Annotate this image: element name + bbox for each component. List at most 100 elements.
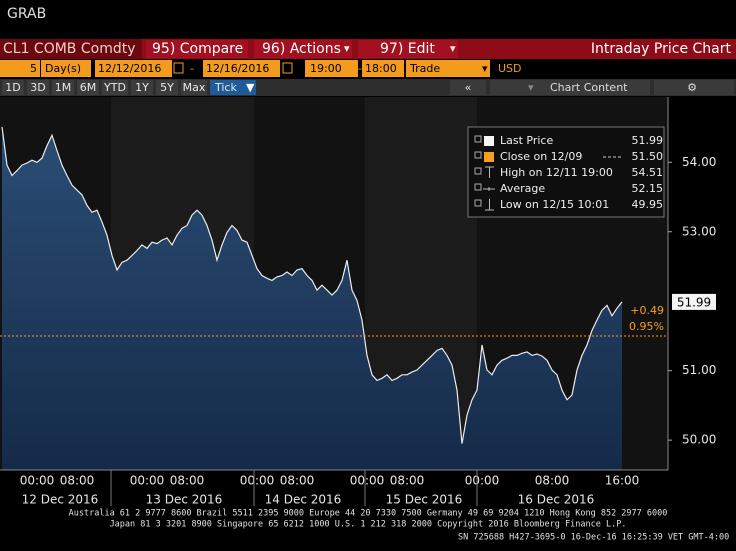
range-label: 5Y xyxy=(160,81,174,94)
range-button[interactable] xyxy=(27,80,49,95)
legend-swatch xyxy=(484,152,494,162)
last-price-label: 51.99 xyxy=(677,295,711,309)
legend-value: 54.51 xyxy=(632,166,664,179)
range-label: YTD xyxy=(103,81,126,94)
range-buttons: 1D 3D 1M 6M YTD 1Y 5Y Max Tick ▼ xyxy=(2,80,256,95)
security-box[interactable] xyxy=(0,39,142,59)
x-tick-label: 00:00 xyxy=(465,474,500,488)
y-tick-label: 54.00 xyxy=(682,155,716,169)
range-label: 1D xyxy=(5,81,20,94)
window-title: GRAB xyxy=(7,6,46,22)
input-text: Day(s) xyxy=(45,62,81,75)
legend-swatch xyxy=(484,136,494,146)
range-button[interactable] xyxy=(2,80,24,95)
y-tick-label: 53.00 xyxy=(682,224,716,238)
calendar-icon[interactable] xyxy=(173,62,184,74)
date-label: 15 Dec 2016 xyxy=(386,493,463,507)
input-text: Trade xyxy=(409,62,440,75)
legend-label: Average xyxy=(500,182,545,195)
dropdown-arrow: ▾ xyxy=(450,42,456,55)
x-tick-label: 16:00 xyxy=(605,474,640,488)
legend-value: 51.99 xyxy=(632,134,664,147)
x-tick-label: 00:00 xyxy=(130,474,165,488)
dropdown-arrow: ▾ xyxy=(482,62,488,75)
input-text: 12/16/2016 xyxy=(206,62,269,75)
legend-box xyxy=(467,126,665,218)
input-text: 12/12/2016 xyxy=(98,62,161,75)
x-axis-area xyxy=(0,470,736,506)
legend-value: 49.95 xyxy=(632,198,664,211)
separator: - xyxy=(358,62,362,75)
separator: - xyxy=(190,62,194,75)
button[interactable] xyxy=(490,80,650,95)
footer-line: Australia 61 2 9777 8600 Brazil 5511 239… xyxy=(69,509,668,519)
range-label: 1Y xyxy=(135,81,149,94)
range-label: 3D xyxy=(30,81,45,94)
legend-toggle[interactable] xyxy=(474,135,482,143)
button[interactable] xyxy=(654,80,734,95)
dropdown-arrow: ▾ xyxy=(344,42,350,55)
x-tick-label: 08:00 xyxy=(390,474,425,488)
x-tick-label: 08:00 xyxy=(535,474,570,488)
panel-title: Intraday Price Chart xyxy=(591,41,732,57)
legend-glyph xyxy=(485,166,494,178)
button[interactable] xyxy=(146,40,248,58)
x-tick-label: 00:00 xyxy=(240,474,275,488)
change-label: +0.49 xyxy=(630,304,664,317)
range-button[interactable] xyxy=(52,80,74,95)
legend-label: Low on 12/15 10:01 xyxy=(500,198,609,211)
date-label: 14 Dec 2016 xyxy=(265,493,342,507)
button[interactable] xyxy=(254,40,352,58)
button-label: 96) Actions xyxy=(262,41,341,57)
change-pct-label: 0.95% xyxy=(629,320,664,333)
legend: Last Price 51.99 51.50 Close on 12/09 Hig… xyxy=(467,126,665,218)
dropdown-arrow: ▼ xyxy=(246,81,255,94)
legend-toggle[interactable] xyxy=(474,151,482,159)
input[interactable] xyxy=(203,60,280,77)
input-text: 5 xyxy=(30,62,37,75)
y-axis-area xyxy=(668,97,736,470)
legend-value: 51.50 xyxy=(632,150,664,163)
button[interactable] xyxy=(450,80,486,95)
dropdown[interactable] xyxy=(406,60,490,77)
input[interactable] xyxy=(305,60,358,77)
price-line xyxy=(1,126,623,444)
area xyxy=(2,126,622,471)
footer-line: SN 725688 H427-3695-0 16-Dec-16 16:25:39… xyxy=(458,533,729,543)
y-tick-label: 50.00 xyxy=(682,433,716,447)
range-button[interactable] xyxy=(210,80,256,95)
range-button[interactable] xyxy=(131,80,153,95)
legend-toggle[interactable] xyxy=(474,183,482,191)
button[interactable] xyxy=(358,40,458,58)
legend-glyph xyxy=(485,199,494,211)
legend-value: 52.15 xyxy=(632,182,664,195)
range-label: 1M xyxy=(55,81,72,94)
dropdown-arrow: ▾ xyxy=(528,81,534,94)
legend-label: High on 12/11 19:00 xyxy=(500,166,613,179)
input-text: 18:00 xyxy=(365,62,397,75)
input[interactable] xyxy=(0,60,40,77)
range-button[interactable] xyxy=(102,80,128,95)
footer-line: Japan 81 3 3201 8900 Singapore 65 6212 1… xyxy=(110,520,627,530)
legend-toggle[interactable] xyxy=(474,199,482,207)
currency: USD xyxy=(498,62,522,75)
legend-glyph xyxy=(483,187,495,191)
calendar-icon[interactable] xyxy=(282,62,293,74)
security: CL1 COMB Comdty xyxy=(3,41,136,57)
button-label: 97) Edit xyxy=(380,41,435,57)
input[interactable] xyxy=(95,60,172,77)
legend-toggle[interactable] xyxy=(474,167,482,175)
input[interactable] xyxy=(41,60,91,77)
legend-label: Close on 12/09 xyxy=(500,150,582,163)
range-button[interactable] xyxy=(156,80,178,95)
y-tick-label: 51.00 xyxy=(682,363,716,377)
x-tick-label: 08:00 xyxy=(60,474,95,488)
range-button[interactable] xyxy=(77,80,99,95)
legend-label: Last Price xyxy=(500,134,553,147)
parameter-row: 5 Day(s) 12/12/2016 - 12/16/2016 19:00 -… xyxy=(0,60,522,77)
range-label: Tick xyxy=(214,81,237,94)
collapse-button: « xyxy=(465,81,472,94)
range-button[interactable] xyxy=(181,80,207,95)
input[interactable] xyxy=(362,60,404,77)
